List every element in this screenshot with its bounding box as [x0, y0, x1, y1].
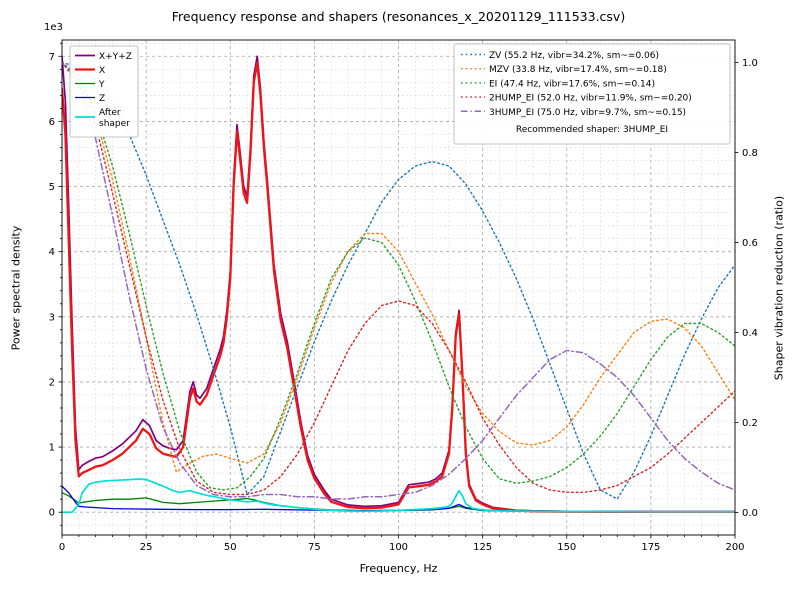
y-right-tick-label: 1.0	[742, 58, 758, 69]
y-left-tick-label: 5	[49, 182, 55, 193]
series-ei	[62, 61, 735, 491]
series-3hump-ei	[62, 61, 735, 500]
y-left-tick-label: 7	[49, 52, 55, 63]
x-tick-label: 175	[641, 542, 660, 553]
series-zv	[62, 61, 735, 500]
series-x	[62, 61, 735, 513]
series-2hump-ei	[62, 61, 735, 496]
tick-marks	[58, 42, 739, 539]
legend-right-box	[453, 43, 731, 145]
y-left-tick-label: 1	[49, 443, 55, 454]
right-y-axis-label: Shaper vibration reduction (ratio)	[772, 195, 786, 381]
y-right-tick-label: 0.6	[742, 238, 758, 249]
x-tick-label: 150	[557, 542, 576, 553]
x-tick-label: 200	[725, 542, 744, 553]
legend-right-label: MZV (33.8 Hz, vibr=17.4%, sm~=0.18)	[489, 65, 667, 75]
series-after-shaper	[62, 478, 735, 514]
tick-labels: 0 25 50 75 100 125 150 175 200 0 1 2 3 4 5 6 7 0.0 0.2 0.4 0…	[49, 52, 758, 553]
y-right-tick-label: 0.0	[742, 508, 758, 519]
x-axis-label: Frequency, Hz	[359, 562, 438, 575]
legend-left-label: X	[99, 66, 105, 76]
legend-right-label: EI (47.4 Hz, vibr=17.6%, sm~=0.14)	[489, 79, 655, 89]
legend-recommended-note: Recommended shaper: 3HUMP_EI	[516, 125, 668, 135]
legend-right-label: 2HUMP_EI (52.0 Hz, vibr=11.9%, sm~=0.20)	[489, 94, 692, 104]
left-y-axis-label: Power spectral density	[9, 225, 23, 351]
legend-right: ZV (55.2 Hz, vibr=34.2%, sm~=0.06) MZV (3…	[453, 43, 731, 145]
y-right-tick-label: 0.4	[742, 328, 758, 339]
legend-left-label: shaper	[99, 119, 130, 129]
x-tick-label: 25	[140, 542, 153, 553]
series-group	[62, 55, 735, 514]
legend-left-label: X+Y+Z	[99, 52, 132, 62]
y-left-tick-label: 0	[49, 508, 55, 519]
y-left-tick-label: 4	[49, 247, 55, 258]
legend-left-label: Z	[99, 94, 105, 104]
x-tick-label: 50	[224, 542, 237, 553]
legend-left-label: Y	[98, 80, 105, 90]
y-right-tick-label: 0.8	[742, 148, 758, 159]
y-left-tick-label: 3	[49, 312, 55, 323]
x-tick-label: 125	[473, 542, 492, 553]
chart-title: Frequency response and shapers (resonanc…	[171, 9, 626, 24]
y-axis-offset-text: 1e3	[44, 22, 63, 33]
series-mzv	[62, 61, 735, 473]
series-y	[62, 492, 735, 513]
legend-left-label: After	[99, 108, 121, 118]
y-left-tick-label: 2	[49, 377, 55, 388]
x-tick-label: 75	[308, 542, 321, 553]
x-tick-label: 0	[59, 542, 65, 553]
x-tick-label: 100	[389, 542, 408, 553]
y-right-tick-label: 0.2	[742, 418, 758, 429]
y-left-tick-label: 6	[49, 117, 55, 128]
legend-right-label: ZV (55.2 Hz, vibr=34.2%, sm~=0.06)	[489, 51, 659, 61]
legend-right-label: 3HUMP_EI (75.0 Hz, vibr=9.7%, sm~=0.15)	[489, 108, 686, 118]
